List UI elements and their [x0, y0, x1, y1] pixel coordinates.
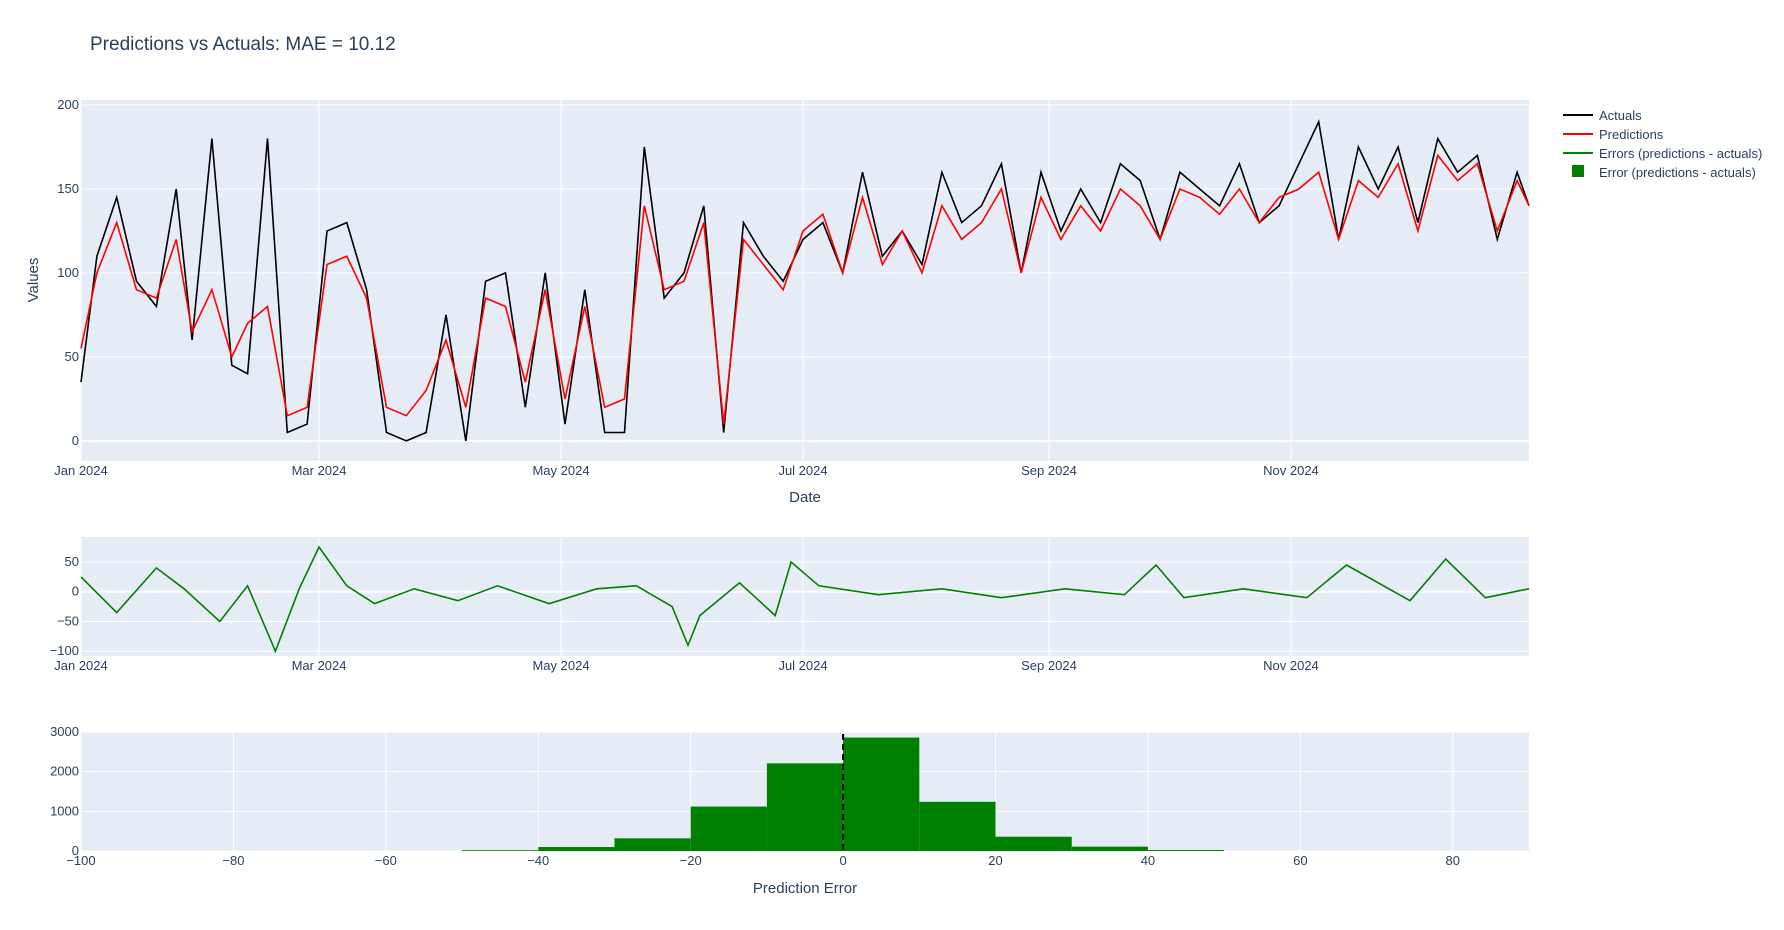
histogram-y-tick-label: 1000 — [50, 803, 79, 818]
histogram-bar — [995, 836, 1072, 851]
histogram-x-tick-label: −80 — [222, 853, 244, 868]
main-y-tick-label: 150 — [57, 181, 79, 196]
y-axis-title: Values — [25, 258, 42, 303]
legend: Actuals Predictions Errors (predictions … — [1563, 108, 1762, 180]
histogram-bar — [919, 801, 996, 851]
main-y-tick-label: 200 — [57, 97, 79, 112]
histogram-bar — [766, 763, 844, 851]
legend-item-errors[interactable]: Errors (predictions - actuals) — [1563, 146, 1762, 161]
main-x-tick-label: Sep 2024 — [1021, 463, 1077, 478]
legend-item-error-histogram[interactable]: Error (predictions - actuals) — [1572, 165, 1756, 180]
histogram-bar — [538, 847, 615, 851]
histogram-x-tick-label: 20 — [988, 853, 1002, 868]
main-x-tick-label: Jan 2024 — [54, 463, 108, 478]
error-y-tick-label: −100 — [50, 643, 79, 658]
histogram-bar — [462, 850, 539, 851]
predictions-line — [80, 153, 1530, 425]
histogram-y-tick-label: 3000 — [50, 724, 79, 739]
x-axis-title: Date — [789, 489, 821, 506]
main-y-tick-label: 0 — [72, 433, 79, 448]
histogram-x-tick-label: −60 — [375, 853, 397, 868]
error-x-tick-label: Mar 2024 — [292, 658, 347, 673]
histogram-bar — [614, 838, 691, 851]
legend-label-predictions: Predictions — [1599, 127, 1664, 142]
error-x-tick-label: Jul 2024 — [778, 658, 827, 673]
histogram-bar — [843, 737, 920, 851]
error-x-tick-label: Nov 2024 — [1263, 658, 1319, 673]
error-y-tick-label: 0 — [72, 584, 79, 599]
error-y-tick-label: −50 — [57, 613, 79, 628]
main-x-tick-label: May 2024 — [532, 463, 589, 478]
histogram-y-tick-label: 2000 — [50, 764, 79, 779]
legend-swatch-error-histogram — [1572, 165, 1584, 177]
errors-line — [80, 545, 1530, 654]
histogram-x-tick-label: −100 — [66, 853, 95, 868]
error-plot-area — [81, 537, 1529, 656]
legend-label-actuals: Actuals — [1599, 108, 1642, 123]
main-x-tick-label: Nov 2024 — [1263, 463, 1319, 478]
legend-item-predictions[interactable]: Predictions — [1563, 127, 1664, 142]
legend-label-errors: Errors (predictions - actuals) — [1599, 146, 1762, 161]
error-x-tick-label: Sep 2024 — [1021, 658, 1077, 673]
histogram-x-tick-label: 40 — [1141, 853, 1155, 868]
histogram-x-tick-label: 0 — [839, 853, 846, 868]
histogram-x-tick-label: −20 — [680, 853, 702, 868]
histogram-x-tick-label: −40 — [527, 853, 549, 868]
main-x-tick-label: Jul 2024 — [778, 463, 827, 478]
main-y-tick-label: 50 — [65, 349, 79, 364]
chart-title: Predictions vs Actuals: MAE = 10.12 — [90, 34, 396, 55]
legend-label-error-histogram: Error (predictions - actuals) — [1599, 165, 1756, 180]
histogram-x-tick-label: 60 — [1293, 853, 1307, 868]
histogram-y-tick-label: 0 — [72, 843, 79, 858]
histogram-bar — [690, 806, 767, 851]
histogram-x-tick-label: 80 — [1446, 853, 1460, 868]
error-y-tick-label: 50 — [65, 554, 79, 569]
main-plot-area — [81, 100, 1529, 461]
histogram-bar — [1147, 850, 1225, 851]
main-x-tick-label: Mar 2024 — [292, 463, 347, 478]
legend-item-actuals[interactable]: Actuals — [1563, 108, 1642, 123]
error-x-tick-label: Jan 2024 — [54, 658, 108, 673]
main-y-tick-label: 100 — [57, 265, 79, 280]
histogram-x-axis-title: Prediction Error — [753, 880, 857, 897]
error-x-tick-label: May 2024 — [532, 658, 589, 673]
histogram-bar — [1071, 846, 1148, 851]
